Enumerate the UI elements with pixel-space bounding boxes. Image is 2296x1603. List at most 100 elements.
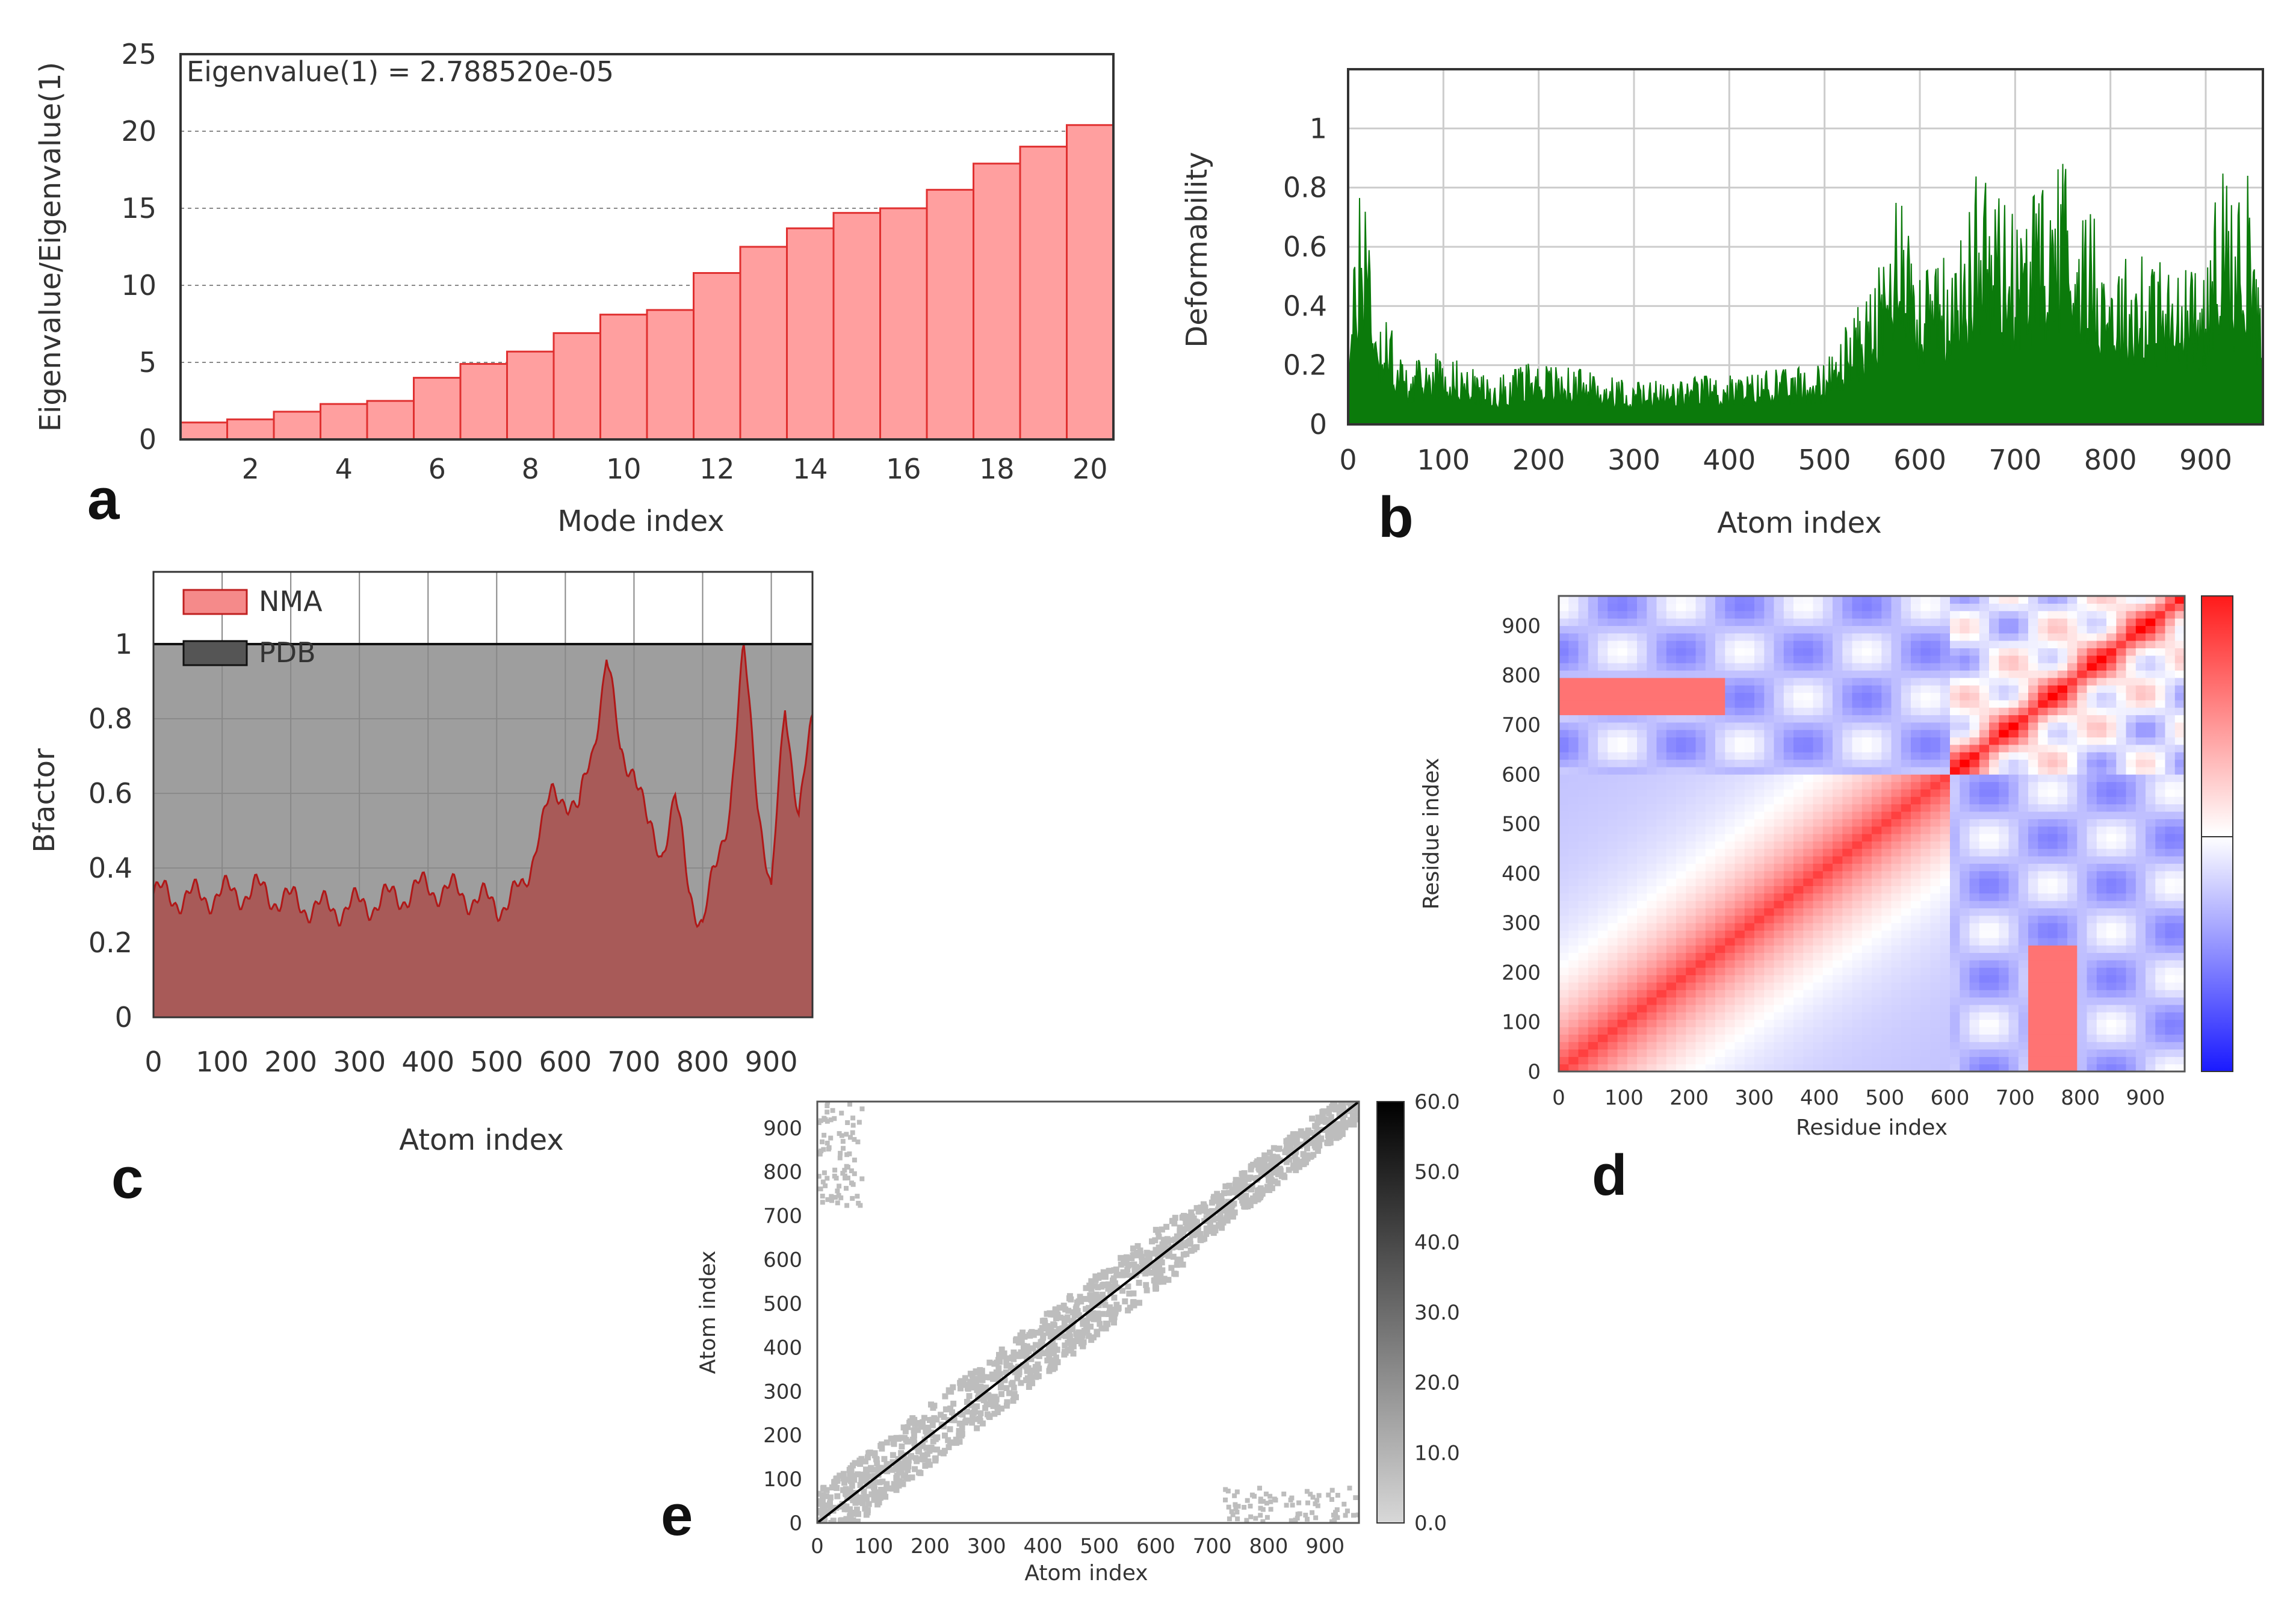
panel-c-nma-line xyxy=(152,643,814,928)
panel-d-cell xyxy=(2096,759,2107,767)
panel-d-cell xyxy=(1861,796,1872,805)
panel-d-cell xyxy=(1725,685,1736,693)
panel-d-cell xyxy=(2047,870,2058,879)
panel-d-cell xyxy=(2165,707,2176,716)
panel-d-cell xyxy=(1793,937,1804,946)
panel-d-cell xyxy=(1578,1004,1589,1012)
panel-b-xtick-label: 500 xyxy=(1798,444,1851,476)
panel-d-cell xyxy=(1656,870,1667,879)
panel-a-ylabel: Eigenvalue/Eigenvalue(1) xyxy=(34,62,67,432)
panel-d-cell xyxy=(1901,737,1911,745)
panel-d-cell xyxy=(1793,848,1804,857)
panel-d-cell xyxy=(1695,603,1706,612)
panel-d-cell xyxy=(1881,1049,1892,1057)
panel-d-cell xyxy=(1783,908,1794,916)
panel-d-cell xyxy=(1598,722,1608,730)
panel-d-cell xyxy=(1940,759,1951,767)
panel-d-cell xyxy=(1861,722,1872,730)
panel-d-cell xyxy=(2018,707,2029,716)
panel-d-cell xyxy=(1861,663,1872,671)
panel-e-point xyxy=(1093,1291,1100,1298)
panel-d-cell xyxy=(2057,863,2068,872)
panel-d-cell xyxy=(2057,870,2068,879)
panel-d-cell xyxy=(1686,908,1697,916)
panel-d-cell xyxy=(1598,863,1608,872)
panel-d-cell xyxy=(1754,1026,1765,1035)
panel-d-cell xyxy=(1989,596,1999,604)
panel-d-cell xyxy=(2146,960,2156,968)
panel-d-cell xyxy=(1617,625,1628,634)
panel-d-cell xyxy=(1734,1019,1745,1028)
panel-d-cell xyxy=(2018,982,2029,990)
panel-d-cell xyxy=(1852,826,1863,834)
panel-d-cell xyxy=(1647,1019,1657,1028)
panel-d-cell xyxy=(1950,841,1960,849)
panel-d-cell xyxy=(1764,707,1775,716)
panel-d-cell xyxy=(1803,915,1814,923)
panel-d-cell xyxy=(1930,796,1941,805)
panel-d-cell xyxy=(1637,893,1647,901)
panel-d-cell xyxy=(2174,975,2185,983)
panel-d-cell xyxy=(1578,960,1589,968)
panel-d-cell xyxy=(1960,878,1970,886)
panel-d-cell xyxy=(1979,990,1990,998)
panel-d-cell xyxy=(2155,923,2166,931)
panel-d-cell xyxy=(1822,1019,1833,1028)
panel-d-cell xyxy=(1901,863,1911,872)
panel-d-cell xyxy=(1822,856,1833,864)
panel-e-point xyxy=(1180,1261,1186,1268)
panel-d-cell xyxy=(1813,759,1824,767)
panel-d-cell xyxy=(1999,915,2010,923)
panel-e-points xyxy=(817,1102,1359,1523)
panel-d-cell xyxy=(2057,759,2068,767)
panel-d-cell xyxy=(1783,841,1794,849)
panel-e-point xyxy=(1154,1268,1160,1275)
panel-d-cell xyxy=(1568,856,1579,864)
panel-d-cell xyxy=(1833,967,1843,976)
panel-d-cell xyxy=(2028,663,2038,671)
panel-d-cell xyxy=(1774,610,1784,619)
panel-d-cell xyxy=(1979,870,1990,879)
panel-d-cell xyxy=(1666,863,1677,872)
panel-d-cell xyxy=(1666,752,1677,760)
panel-d-cell xyxy=(1911,945,1921,953)
panel-d-cell xyxy=(2116,640,2127,648)
panel-d-cell xyxy=(2038,685,2049,693)
panel-d-cell xyxy=(2087,685,2097,693)
panel-d-cell xyxy=(1676,655,1686,663)
panel-d-cell xyxy=(2047,1019,2058,1028)
panel-d-cell xyxy=(1872,804,1882,812)
panel-d-cell xyxy=(1568,1019,1579,1028)
panel-d-cell xyxy=(1676,744,1686,752)
panel-d-cell xyxy=(1842,1056,1853,1065)
panel-d-cell xyxy=(1891,863,1902,872)
panel-d-cell xyxy=(1852,774,1863,783)
panel-d-cell xyxy=(1686,774,1697,783)
panel-d-cell xyxy=(1764,663,1775,671)
panel-d-cell xyxy=(1852,863,1863,872)
panel-d-cell xyxy=(1598,707,1608,716)
panel-d-cell xyxy=(1754,960,1765,968)
panel-d-cell xyxy=(1734,730,1745,738)
panel-d-cell xyxy=(1803,699,1814,708)
panel-d-cell xyxy=(1559,997,1569,1005)
panel-d-cell xyxy=(1813,618,1824,626)
panel-d-cell xyxy=(1911,908,1921,916)
panel-d-cell xyxy=(1744,655,1755,663)
panel-d-cell xyxy=(1803,1034,1814,1043)
panel-d-cell xyxy=(1666,804,1677,812)
panel-d-cell xyxy=(1754,707,1765,716)
panel-e-point xyxy=(1001,1353,1007,1360)
panel-d-cell xyxy=(2018,699,2029,708)
panel-d-cell xyxy=(1656,1019,1667,1028)
panel-d-cell xyxy=(1969,945,1980,953)
panel-d-cell xyxy=(1793,610,1804,619)
panel-d-cell xyxy=(1940,908,1951,916)
panel-d-cell xyxy=(1901,901,1911,908)
panel-d-cell xyxy=(1627,1012,1638,1020)
panel-d-cell xyxy=(2077,618,2088,626)
panel-d-cell xyxy=(1637,1064,1647,1071)
panel-e-point xyxy=(994,1359,1000,1366)
panel-d-cell xyxy=(1598,1049,1608,1057)
panel-d-cell xyxy=(1608,960,1618,968)
